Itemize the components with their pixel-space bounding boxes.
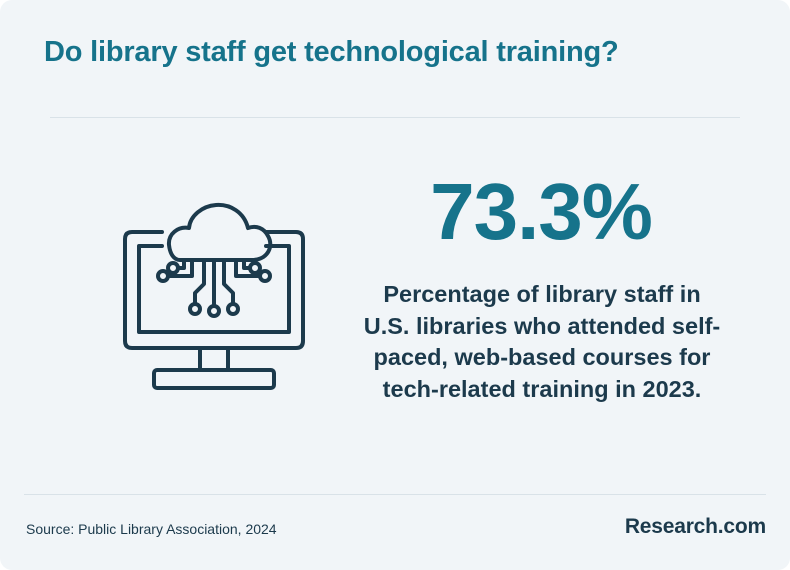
top-divider xyxy=(50,117,740,118)
cloud-computing-monitor-icon xyxy=(118,190,310,396)
brand-logo: Research.com xyxy=(624,515,766,538)
stat-value: 73.3% xyxy=(430,167,653,256)
stat-description: Percentage of library staff in U.S. libr… xyxy=(363,281,721,402)
bottom-divider xyxy=(24,494,766,495)
source-note: Source: Public Library Association, 2024 xyxy=(26,521,277,537)
page-title: Do library staff get technological train… xyxy=(44,36,619,68)
